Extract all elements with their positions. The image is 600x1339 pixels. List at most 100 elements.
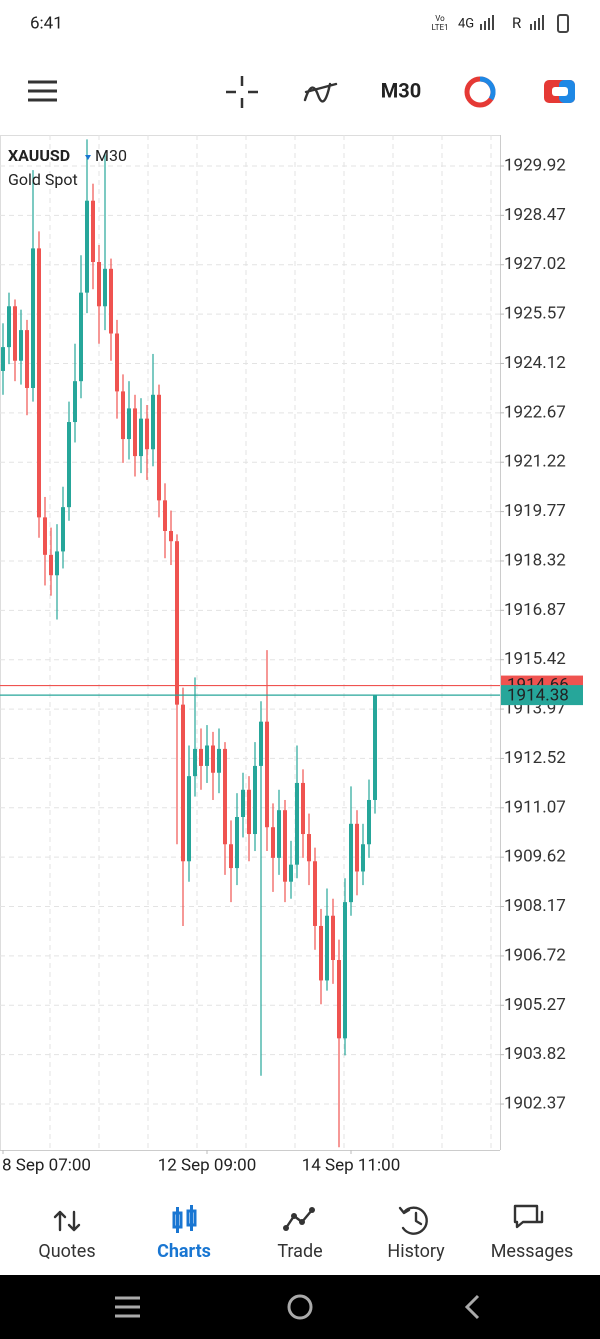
y-tick-label: 1919.77 — [504, 501, 566, 521]
roaming: R — [512, 14, 521, 32]
candle-body — [49, 554, 53, 576]
y-tick-label: 1915.42 — [504, 649, 566, 669]
candle-body — [331, 915, 335, 961]
nav-item[interactable]: History — [387, 1241, 445, 1262]
bid-label-box — [501, 685, 583, 706]
candle-body — [127, 408, 131, 440]
candle-body — [85, 200, 89, 293]
symbol: XAUUSD — [8, 146, 70, 165]
candle-body — [43, 517, 47, 555]
y-tick-label: 1911.07 — [504, 797, 566, 817]
candle-body — [343, 902, 347, 1039]
y-tick-label: 1916.87 — [504, 600, 566, 620]
candle-body — [355, 823, 359, 872]
bid-label: 1914.38 — [507, 686, 569, 706]
candle-body — [145, 418, 149, 450]
y-tick-label: 1918.32 — [504, 550, 566, 570]
nav-item[interactable]: Quotes — [38, 1241, 95, 1262]
candle-body — [181, 704, 185, 862]
candle-body — [313, 861, 317, 926]
candle-body — [67, 422, 71, 508]
candle-body — [277, 810, 281, 858]
y-tick-label: 1925.57 — [504, 304, 566, 324]
candle-body — [271, 827, 275, 858]
nav-icon — [53, 1210, 81, 1232]
symbol-dropdown — [85, 155, 91, 160]
x-tick-label: 8 Sep 07:00 — [2, 1155, 91, 1175]
nav-item[interactable]: Messages — [491, 1241, 574, 1262]
candle-body — [337, 960, 341, 1039]
candle-body — [229, 844, 233, 869]
candle-body — [79, 292, 83, 382]
candle-body — [217, 748, 221, 773]
y-tick-label: 1909.62 — [504, 847, 566, 867]
candle-body — [169, 530, 173, 542]
nav-item[interactable]: Charts — [157, 1241, 211, 1262]
candle-body — [163, 500, 167, 531]
candle-body — [325, 915, 329, 981]
crosshair-button[interactable] — [226, 76, 258, 108]
y-tick-label: 1903.82 — [504, 1044, 566, 1064]
candle-body — [55, 551, 59, 576]
candle-body — [373, 695, 377, 800]
y-tick-label: 1928.47 — [504, 205, 566, 225]
candle-body — [247, 789, 251, 835]
candle-body — [223, 748, 227, 845]
y-tick-label: 1912.52 — [504, 748, 566, 768]
nav-icon — [283, 1207, 315, 1231]
chart[interactable]: 1929.92 1928.47 1927.02 1925.57 1924.12 1922.… — [0, 135, 583, 1175]
candle-body — [193, 748, 197, 777]
y-tick-label: 1908.17 — [504, 896, 566, 916]
candle-body — [289, 864, 293, 882]
back-button[interactable] — [464, 1294, 480, 1320]
candle-body — [199, 748, 203, 766]
home-button[interactable] — [287, 1294, 313, 1320]
y-tick-label: 1922.67 — [504, 402, 566, 422]
trade-icon-button[interactable] — [464, 76, 496, 108]
candle-body — [19, 330, 23, 361]
nav-item[interactable]: Trade — [277, 1241, 322, 1262]
candle-body — [1, 347, 5, 371]
candle-body — [103, 268, 107, 307]
recents-button[interactable] — [115, 1296, 140, 1318]
y-tick-label: 1924.12 — [504, 353, 566, 373]
candle-body — [367, 799, 371, 845]
candle-body — [241, 789, 245, 818]
y-tick-label: 1927.02 — [504, 254, 566, 274]
volte: LTE1 — [431, 23, 448, 32]
candle-body — [295, 782, 299, 865]
candle-body — [115, 333, 119, 392]
candle-body — [235, 817, 239, 869]
candle-body — [301, 782, 305, 835]
candle-body — [175, 541, 179, 705]
candle-body — [37, 248, 41, 518]
candle-body — [205, 745, 209, 766]
chart-timeframe: M30 — [95, 146, 127, 165]
candle-body — [121, 391, 125, 440]
candle-body — [139, 418, 143, 457]
status-time: 6:41 — [30, 13, 63, 33]
volte: Vo — [435, 14, 445, 23]
candle-body — [97, 262, 101, 307]
candle-body — [253, 765, 257, 835]
y-tick-label: 1906.72 — [504, 945, 566, 965]
candle-body — [91, 200, 95, 263]
symbol-description: Gold Spot — [8, 170, 78, 189]
signal-icon — [530, 15, 544, 30]
x-tick-label: 12 Sep 09:00 — [158, 1155, 257, 1175]
y-tick-label: 1929.92 — [504, 155, 566, 175]
candle-body — [151, 394, 155, 450]
y-tick-label: 1905.27 — [504, 995, 566, 1015]
network-type: 4G — [458, 16, 474, 31]
candle-body — [283, 810, 287, 882]
candle-body — [265, 721, 269, 828]
signal-icon — [480, 15, 494, 30]
candle-body — [259, 721, 263, 766]
candle-body — [187, 776, 191, 862]
candle-body — [109, 268, 113, 334]
indicators-button[interactable] — [303, 82, 338, 103]
menu-button[interactable] — [28, 80, 57, 102]
timeframe-button[interactable]: M30 — [381, 78, 421, 102]
one-click-button[interactable] — [544, 80, 575, 103]
